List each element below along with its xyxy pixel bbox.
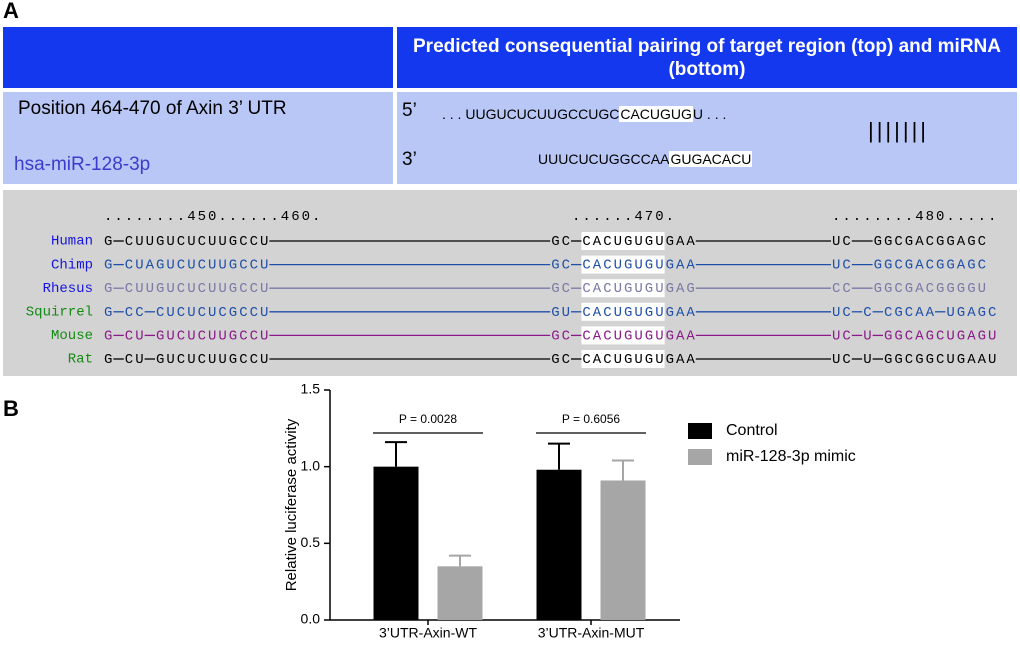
sequence: G - CU - GUCUCUUGCCU ------------------------… [104,352,996,368]
sequence: UUGUCUCUUGCCUGC [465,106,620,122]
species-name: Mouse [51,328,93,344]
species-name: Squirrel [26,305,93,321]
ellipsis: . . . [706,106,727,122]
legend-swatch [688,423,712,439]
info-cell [3,92,393,184]
x-tick-label: 3’UTR-Axin-MUT [538,625,645,641]
ellipsis: . . . [442,106,462,122]
highlight [581,326,665,345]
sequence: G - CUAGUCUCUUGCCU ------------------------… [104,257,986,273]
header-cell [3,27,393,88]
highlight [581,350,665,368]
pairing-cell [397,92,1017,184]
species-name: Human [51,234,93,250]
highlight [581,279,665,298]
bar [600,480,646,620]
sequence: U [692,106,704,122]
bar [437,566,483,620]
legend-swatch [688,449,712,465]
highlight [581,255,665,274]
highlight [581,232,665,250]
bar [536,469,582,620]
p-value: P = 0.0028 [399,412,457,426]
y-tick-label: 0.0 [301,611,321,627]
y-tick-label: 0.5 [301,534,321,550]
pairing-bars: ||||||| [868,118,930,143]
sequence: UUUCUCUGGCCAA [538,151,670,167]
sequence: G - CUUGUCUCUUGCCU ------------------------… [104,234,986,250]
position-text: Position 464-470 of Axin 3’ UTR [18,98,287,119]
x-tick-label: 3’UTR-Axin-WT [379,625,477,641]
strand-end: 5’ [402,100,417,121]
legend-label: Control [726,422,778,439]
header-text: Predicted consequential pairing of targe… [413,35,1001,80]
highlight [581,302,665,321]
alignment-panel [3,190,1017,376]
sequence: G - CU - GUCUCUUGCCU ------------------------… [104,328,996,344]
target-sequence: . . . UUGUCUCUUGCCUGCCACUGUGU . . . [442,106,726,122]
species-name: Rhesus [43,281,93,297]
y-tick-label: 1.0 [301,457,321,473]
mirna-sequence: UUUCUCUGGCCAAGUGACACU [538,151,753,167]
bar [373,466,419,620]
y-tick-label: 1.5 [301,381,321,397]
species-name: Rat [68,352,93,368]
panel-label: B [3,396,19,421]
seed: CACUGUG [619,106,693,122]
seed: GUGACACU [669,151,753,167]
mirna-name: hsa-miR-128-3p [14,154,151,175]
sequence: G - CC - CUCUCUCGCCU ------------------------… [104,305,996,321]
legend-label: miR-128-3p mimic [726,448,856,465]
sequence: G - CUUGUCUCUUGCCU ------------------------… [104,281,986,297]
y-axis-title: Relative luciferase activity [283,418,300,591]
panel-label: A [3,0,19,23]
species-name: Chimp [51,257,93,273]
sequence: ........450......460. ......470. .......… [104,209,996,225]
p-value: P = 0.6056 [562,412,620,426]
header-cell: Predicted consequential pairing of targe… [397,27,1017,88]
strand-end: 3’ [402,149,417,170]
